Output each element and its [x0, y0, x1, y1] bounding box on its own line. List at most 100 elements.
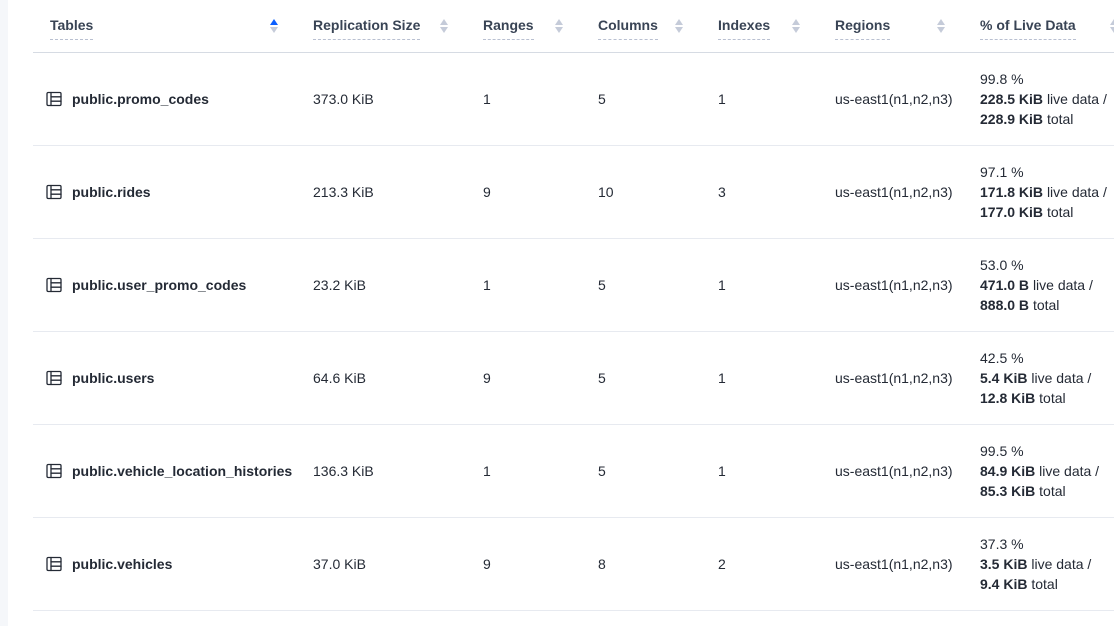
database-tables-table: Tables Replication Size Ranges Colu	[33, 0, 1114, 611]
column-header-label: Regions	[835, 17, 891, 41]
sort-arrows-icon[interactable]	[937, 19, 945, 34]
sort-arrows-icon[interactable]	[792, 19, 800, 34]
column-header-regions[interactable]: Regions	[830, 0, 975, 53]
column-header-of-live-data[interactable]: % of Live Data	[975, 0, 1114, 53]
sort-desc-icon	[270, 27, 278, 34]
live-data-cell: 97.1 % 171.8 KiB live data / 177.0 KiB t…	[975, 145, 1114, 239]
live-percent: 97.1 %	[980, 163, 1024, 180]
column-header-columns[interactable]: Columns	[593, 0, 713, 53]
live-data-line: 471.0 B live data /	[980, 276, 1093, 293]
ranges-cell: 1	[478, 424, 593, 518]
table-name-link[interactable]: public.vehicles	[72, 555, 173, 572]
column-header-indexes[interactable]: Indexes	[713, 0, 830, 53]
table-row[interactable]: public.user_promo_codes 23.2 KiB 1 5 1 u…	[33, 238, 1114, 332]
regions-cell: us-east1(n1,n2,n3)	[830, 145, 975, 239]
live-data-cell: 42.5 % 5.4 KiB live data / 12.8 KiB tota…	[975, 331, 1114, 425]
table-name-cell: public.rides	[33, 145, 308, 239]
replication-size-cell: 136.3 KiB	[308, 424, 478, 518]
live-percent: 37.3 %	[980, 535, 1024, 552]
table-name-link[interactable]: public.promo_codes	[72, 90, 209, 107]
live-data-line: 228.5 KiB live data /	[980, 90, 1107, 107]
sort-arrows-icon[interactable]	[555, 19, 563, 34]
regions-cell: us-east1(n1,n2,n3)	[830, 331, 975, 425]
table-icon	[46, 277, 62, 293]
sort-desc-icon	[1110, 27, 1114, 34]
table-name-link[interactable]: public.users	[72, 369, 155, 386]
table-icon	[46, 91, 62, 107]
table-row[interactable]: public.vehicle_location_histories 136.3 …	[33, 424, 1114, 518]
total-data-line: 228.9 KiB total	[980, 110, 1074, 127]
header-row: Tables Replication Size Ranges Colu	[33, 0, 1114, 53]
regions-cell: us-east1(n1,n2,n3)	[830, 424, 975, 518]
indexes-cell: 2	[713, 517, 830, 611]
column-header-label: Replication Size	[313, 17, 421, 41]
live-data-cell: 53.0 % 471.0 B live data / 888.0 B total	[975, 238, 1114, 332]
live-data-cell: 99.5 % 84.9 KiB live data / 85.3 KiB tot…	[975, 424, 1114, 518]
replication-size-cell: 23.2 KiB	[308, 238, 478, 332]
indexes-cell: 1	[713, 238, 830, 332]
table-name-cell: public.promo_codes	[33, 52, 308, 146]
sort-desc-icon	[937, 27, 945, 34]
column-header-label: Tables	[50, 17, 94, 41]
columns-cell: 10	[593, 145, 713, 239]
sort-asc-icon	[555, 19, 563, 26]
live-data-line: 3.5 KiB live data /	[980, 555, 1092, 572]
columns-cell: 5	[593, 238, 713, 332]
sort-asc-icon	[937, 19, 945, 26]
table-body: public.promo_codes 373.0 KiB 1 5 1 us-ea…	[33, 52, 1114, 611]
replication-size-cell: 64.6 KiB	[308, 331, 478, 425]
sort-asc-icon	[270, 19, 278, 26]
ranges-cell: 9	[478, 145, 593, 239]
sort-asc-icon	[440, 19, 448, 26]
sort-asc-icon	[675, 19, 683, 26]
live-percent: 99.8 %	[980, 70, 1024, 87]
sort-arrows-icon[interactable]	[270, 19, 278, 34]
sort-arrows-icon[interactable]	[675, 19, 683, 34]
replication-size-cell: 213.3 KiB	[308, 145, 478, 239]
sort-arrows-icon[interactable]	[440, 19, 448, 34]
sort-desc-icon	[555, 27, 563, 34]
table-name-link[interactable]: public.vehicle_location_histories	[72, 462, 293, 479]
ranges-cell: 1	[478, 52, 593, 146]
table-name-link[interactable]: public.rides	[72, 183, 151, 200]
table-row[interactable]: public.rides 213.3 KiB 9 10 3 us-east1(n…	[33, 145, 1114, 239]
ranges-cell: 1	[478, 238, 593, 332]
table-icon	[46, 556, 62, 572]
replication-size-cell: 373.0 KiB	[308, 52, 478, 146]
table-row[interactable]: public.vehicles 37.0 KiB 9 8 2 us-east1(…	[33, 517, 1114, 611]
columns-cell: 5	[593, 331, 713, 425]
column-header-label: % of Live Data	[980, 17, 1076, 41]
ranges-cell: 9	[478, 517, 593, 611]
column-header-label: Columns	[598, 17, 658, 41]
sort-desc-icon	[675, 27, 683, 34]
table-icon	[46, 463, 62, 479]
sort-desc-icon	[792, 27, 800, 34]
table-name-cell: public.users	[33, 331, 308, 425]
column-header-ranges[interactable]: Ranges	[478, 0, 593, 53]
column-header-replication-size[interactable]: Replication Size	[308, 0, 478, 53]
table-header: Tables Replication Size Ranges Colu	[33, 0, 1114, 53]
column-header-tables[interactable]: Tables	[33, 0, 308, 53]
regions-cell: us-east1(n1,n2,n3)	[830, 52, 975, 146]
sort-desc-icon	[440, 27, 448, 34]
indexes-cell: 1	[713, 52, 830, 146]
table-name-cell: public.vehicles	[33, 517, 308, 611]
live-data-line: 171.8 KiB live data /	[980, 183, 1107, 200]
table-row[interactable]: public.users 64.6 KiB 9 5 1 us-east1(n1,…	[33, 331, 1114, 425]
table-icon	[46, 370, 62, 386]
table-row[interactable]: public.promo_codes 373.0 KiB 1 5 1 us-ea…	[33, 52, 1114, 146]
columns-cell: 5	[593, 424, 713, 518]
indexes-cell: 1	[713, 331, 830, 425]
live-percent: 42.5 %	[980, 349, 1024, 366]
sort-asc-icon	[1110, 19, 1114, 26]
table-icon	[46, 184, 62, 200]
live-data-cell: 99.8 % 228.5 KiB live data / 228.9 KiB t…	[975, 52, 1114, 146]
table-name-link[interactable]: public.user_promo_codes	[72, 276, 247, 293]
indexes-cell: 3	[713, 145, 830, 239]
live-data-line: 5.4 KiB live data /	[980, 369, 1092, 386]
indexes-cell: 1	[713, 424, 830, 518]
tables-panel: Tables Replication Size Ranges Colu	[8, 0, 1114, 626]
total-data-line: 177.0 KiB total	[980, 203, 1074, 220]
sort-arrows-icon[interactable]	[1110, 19, 1114, 34]
column-header-label: Indexes	[718, 17, 771, 41]
